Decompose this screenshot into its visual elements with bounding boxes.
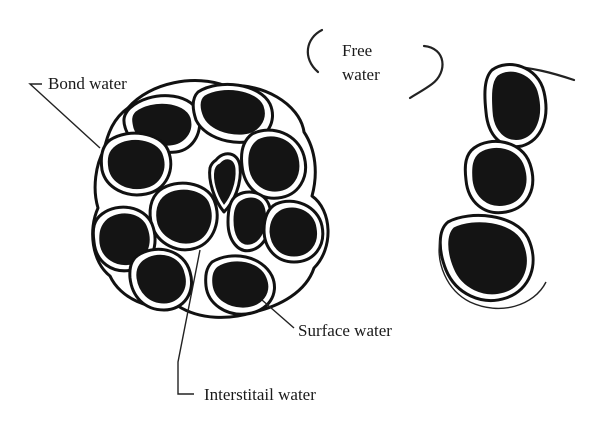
free-water-arc-left [306,28,324,74]
particle-bottom-left [136,254,186,304]
particle-right-upper [248,136,300,192]
chain-outer-edge [438,239,547,310]
floc-cluster [91,79,330,319]
surface-water-label: Surface water [298,321,392,340]
particle-right [269,207,318,257]
chain-particle-middle [472,147,527,206]
particle-center-small [214,159,236,205]
free-water-label-line1: Free [342,41,372,60]
particle-center [156,189,212,244]
particle-center-right [233,197,267,245]
bond-water-label: Bond water [48,74,127,93]
interstitial-water-leader [177,249,201,395]
particle-top-center [200,90,265,135]
particle-left [107,139,165,190]
chain-particle-bottom [448,222,527,295]
separate-particle-chain [438,63,576,310]
bond-water-leader [28,83,101,149]
surface-water-leader [261,299,295,329]
free-water-label-line2: water [342,65,380,84]
free-water-arc-right [408,44,444,100]
interstitial-water-label: Interstitail water [204,385,316,404]
chain-particle-top [492,71,541,140]
free-water-arcs [306,28,444,100]
particle-bottom-right [212,261,269,308]
leader-lines [28,83,295,395]
